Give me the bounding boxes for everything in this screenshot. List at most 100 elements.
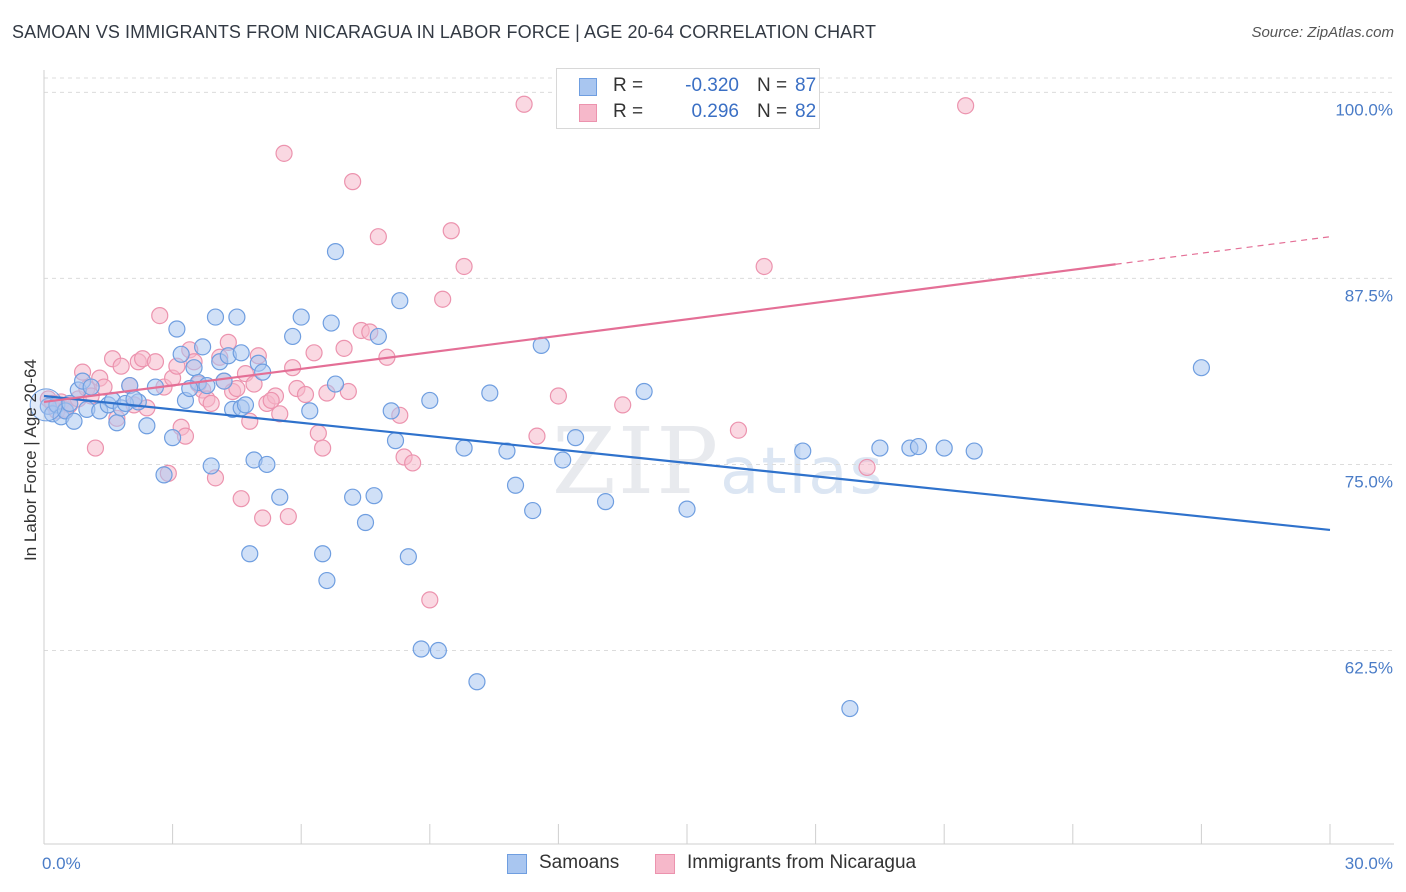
samoans-point (554, 451, 572, 469)
nicaragua-point (262, 391, 280, 410)
nicaragua-point (858, 458, 876, 477)
samoans-point (284, 327, 302, 346)
samoans-point (318, 571, 336, 590)
n-label: N = (757, 75, 788, 96)
samoans-point (108, 414, 126, 432)
nicaragua-swatch (655, 854, 675, 874)
nicaragua-point (296, 385, 315, 404)
samoans-point (194, 338, 212, 356)
samoans-point (481, 384, 499, 402)
samoans-point (82, 378, 100, 396)
y-tick-label: 62.5% (1345, 659, 1393, 678)
samoans-point (468, 673, 486, 691)
n-label: N = (757, 101, 788, 122)
y-axis-label: In Labor Force | Age 20-64 (21, 359, 40, 561)
samoans-point (164, 429, 182, 447)
samoans-point (794, 442, 812, 460)
chart-title: SAMOAN VS IMMIGRANTS FROM NICARAGUA IN L… (12, 22, 877, 42)
y-tick-label: 100.0% (1335, 100, 1393, 119)
samoans-point (228, 308, 246, 326)
n-value: 82 (795, 101, 817, 122)
samoans-point (391, 292, 409, 310)
samoans-point (429, 641, 447, 660)
nicaragua-point (271, 405, 289, 423)
nicaragua-point (442, 222, 460, 240)
samoans-point (635, 382, 653, 401)
nicaragua-point (202, 394, 220, 413)
samoans-point (365, 487, 383, 505)
samoans-point (909, 437, 928, 456)
nicaragua-point (549, 387, 568, 405)
nicaragua-point (232, 490, 250, 508)
r-value: 0.296 (691, 101, 739, 122)
y-tick-label: 87.5% (1345, 286, 1393, 305)
samoans-point (841, 699, 859, 718)
grid-layer (44, 77, 1394, 651)
nicaragua-point (957, 97, 975, 115)
samoans-point (232, 344, 250, 362)
samoans-point (399, 548, 417, 566)
nicaragua-point (146, 353, 165, 371)
source-credit: Source: ZipAtlas.com (1251, 24, 1394, 41)
samoans-point (155, 466, 173, 484)
samoans-point (65, 412, 83, 430)
samoans-point (172, 345, 190, 363)
samoans-point (236, 396, 255, 414)
samoans-points (29, 242, 1211, 718)
nicaragua-point (434, 290, 452, 308)
samoans-point (241, 545, 259, 563)
samoans-point (185, 359, 203, 377)
nicaragua-point (404, 454, 422, 472)
samoans-point (292, 308, 310, 326)
nicaragua-point (528, 427, 546, 445)
samoans-point (524, 501, 542, 520)
nicaragua-point (254, 509, 272, 527)
samoans-point (871, 439, 889, 457)
samoans-point (382, 402, 400, 420)
nicaragua-point (614, 396, 632, 414)
nicaragua-point (421, 591, 439, 609)
nicaragua-point (344, 173, 362, 191)
samoans-point (596, 493, 615, 511)
nicaragua-point (275, 144, 293, 162)
samoans-point (326, 242, 345, 261)
samoans-point (326, 375, 345, 393)
samoans-point (965, 442, 983, 460)
nicaragua-point (515, 95, 533, 113)
nicaragua-point (279, 507, 297, 526)
nicaragua-point (455, 257, 473, 276)
nicaragua-point (305, 344, 323, 362)
r-label: R = (613, 101, 644, 122)
nicaragua-point (151, 306, 169, 325)
nicaragua-point (729, 421, 748, 439)
nicaragua-swatch (579, 104, 597, 122)
samoans-point (215, 372, 233, 390)
samoans-point (314, 545, 332, 563)
nicaragua-point (335, 339, 353, 357)
x-tick-label-max: 30.0% (1345, 854, 1393, 873)
samoans-point (455, 439, 473, 457)
samoans-point (678, 500, 696, 518)
series-legend: Samoans Immigrants from Nicaragua (0, 852, 1406, 878)
nicaragua-trend-line (43, 263, 1116, 404)
samoans-point (344, 488, 362, 506)
x-tick-label-min: 0.0% (42, 854, 81, 873)
samoans-point (202, 457, 220, 475)
samoans-point (356, 513, 375, 532)
n-value: 87 (795, 75, 817, 96)
y-tick-label: 75.0% (1345, 472, 1393, 491)
samoans-point (322, 314, 340, 332)
samoans-trend-line (43, 394, 1331, 532)
samoans-point (498, 442, 516, 460)
samoans-point (206, 308, 225, 326)
samoans-point (369, 327, 387, 346)
r-label: R = (613, 75, 644, 96)
samoans-point (1192, 359, 1211, 377)
nicaragua-point (112, 357, 130, 375)
samoans-point (271, 488, 289, 506)
nicaragua-point (284, 359, 302, 377)
samoans-point (138, 417, 156, 435)
nicaragua-point (755, 257, 773, 276)
trend-layer (43, 236, 1331, 532)
